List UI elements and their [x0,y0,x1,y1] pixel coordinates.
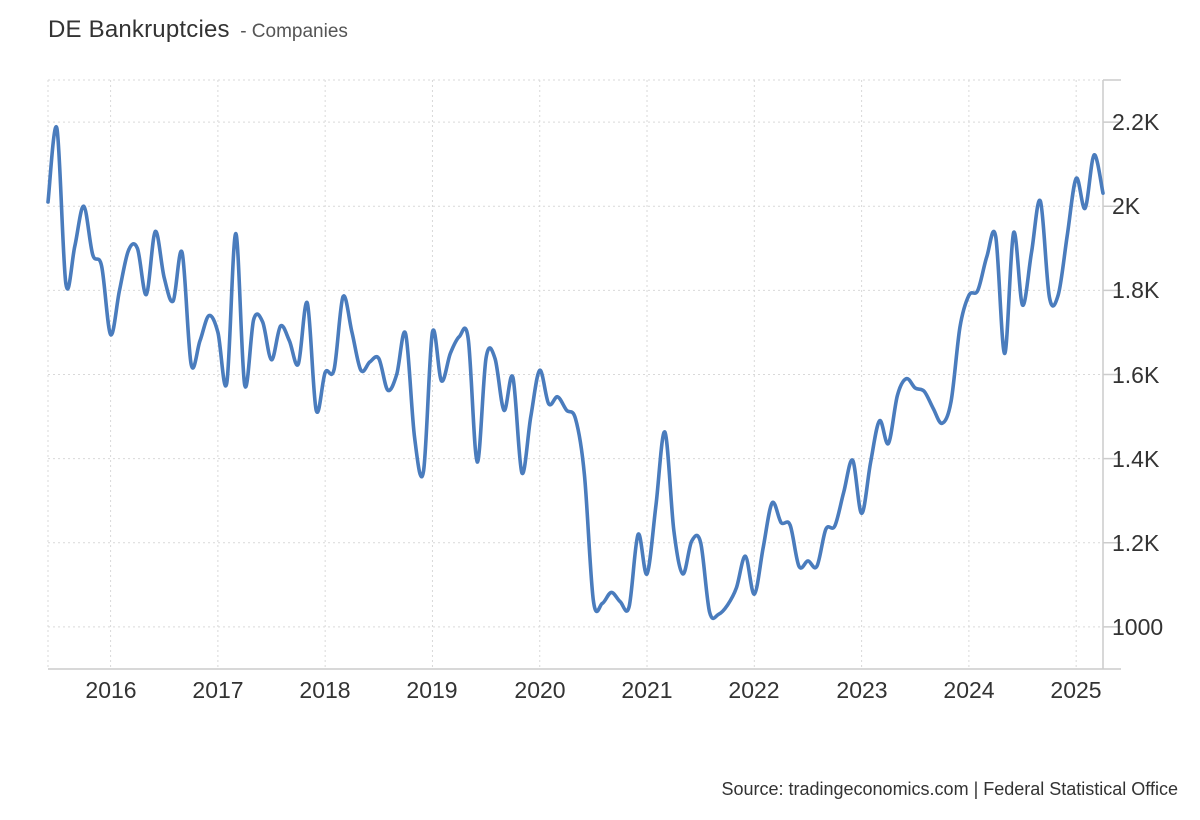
x-axis-label-2025: 2025 [1050,677,1102,703]
y-axis-label-1.6K: 1.6K [1112,362,1160,388]
x-axis-label-2019: 2019 [406,677,458,703]
x-axis-label-2021: 2021 [621,677,673,703]
y-axis-label-1000: 1000 [1112,614,1164,640]
source-text: Source: tradingeconomics.com | Federal S… [721,779,1178,799]
x-axis-label-2022: 2022 [728,677,780,703]
y-axis-label-1.2K: 1.2K [1112,530,1160,556]
x-axis-label-2023: 2023 [836,677,888,703]
y-axis-label-2.2K: 2.2K [1112,109,1160,135]
x-axis-label-2017: 2017 [192,677,244,703]
y-axis-label-1.4K: 1.4K [1112,446,1160,472]
y-axis-label-1.8K: 1.8K [1112,277,1160,303]
x-axis-label-2018: 2018 [299,677,351,703]
y-axis-label-2K: 2K [1112,193,1141,219]
chart-header: DE Bankruptcies - Companies [48,16,348,44]
series-line-companies[interactable] [46,124,1105,621]
page-title: DE Bankruptcies [48,16,230,43]
x-axis-label-2024: 2024 [943,677,995,703]
x-axis-label-2020: 2020 [514,677,566,703]
x-axis-label-2016: 2016 [85,677,137,703]
page-subtitle: - Companies [240,21,348,42]
